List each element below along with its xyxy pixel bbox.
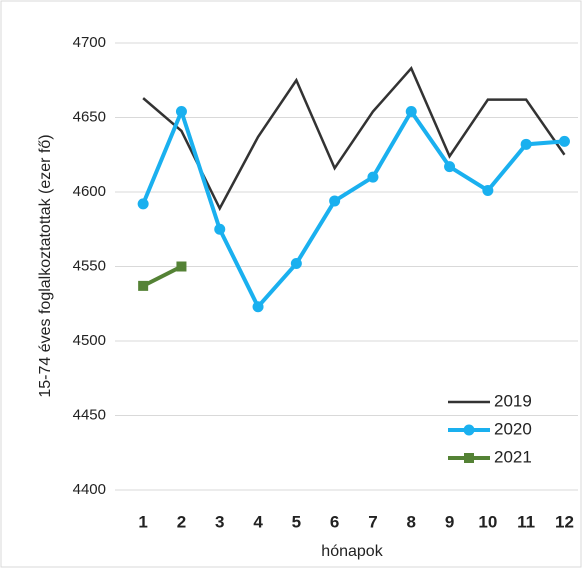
x-tick-label: 6 [330, 512, 339, 531]
x-tick-label: 2 [177, 512, 186, 531]
y-tick-label: 4400 [73, 481, 106, 498]
point [482, 185, 494, 197]
x-tick-label: 3 [215, 512, 224, 531]
legend-label: 2021 [494, 447, 532, 466]
point [137, 198, 149, 210]
point [176, 261, 187, 272]
x-tick-label: 5 [292, 512, 301, 531]
legend-label: 2020 [494, 419, 532, 438]
x-tick-label: 9 [445, 512, 454, 531]
y-tick-label: 4600 [73, 183, 106, 200]
series-line [142, 264, 183, 288]
y-tick-label: 4500 [73, 332, 106, 349]
series-line [142, 66, 566, 212]
x-tick-label: 11 [517, 512, 535, 531]
y-tick-label: 4550 [73, 257, 106, 274]
point [520, 138, 532, 150]
legend-marker [464, 453, 474, 463]
x-axis-label: hónapok [321, 543, 383, 560]
point [175, 106, 187, 118]
y-tick-label: 4700 [73, 34, 106, 51]
legend-label: 2019 [494, 391, 532, 410]
point [367, 171, 379, 183]
point [290, 258, 302, 270]
point [252, 301, 264, 313]
point [329, 195, 341, 207]
point [138, 280, 149, 291]
x-tick-label: 8 [407, 512, 416, 531]
point [405, 106, 417, 118]
series-line [141, 105, 565, 311]
y-tick-label: 4650 [73, 108, 106, 125]
legend-marker [463, 424, 475, 436]
x-tick-label: 12 [555, 512, 574, 531]
x-tick-label: 7 [368, 512, 377, 531]
x-tick-label: 1 [138, 512, 147, 531]
point [558, 135, 570, 147]
y-axis-label: 15-74 éves foglalkoztatottak (ezer fő) [37, 134, 54, 397]
x-tick-label: 10 [478, 512, 497, 531]
point [214, 223, 226, 235]
x-tick-label: 4 [253, 512, 263, 531]
y-tick-label: 4450 [73, 406, 106, 423]
point [444, 161, 456, 173]
